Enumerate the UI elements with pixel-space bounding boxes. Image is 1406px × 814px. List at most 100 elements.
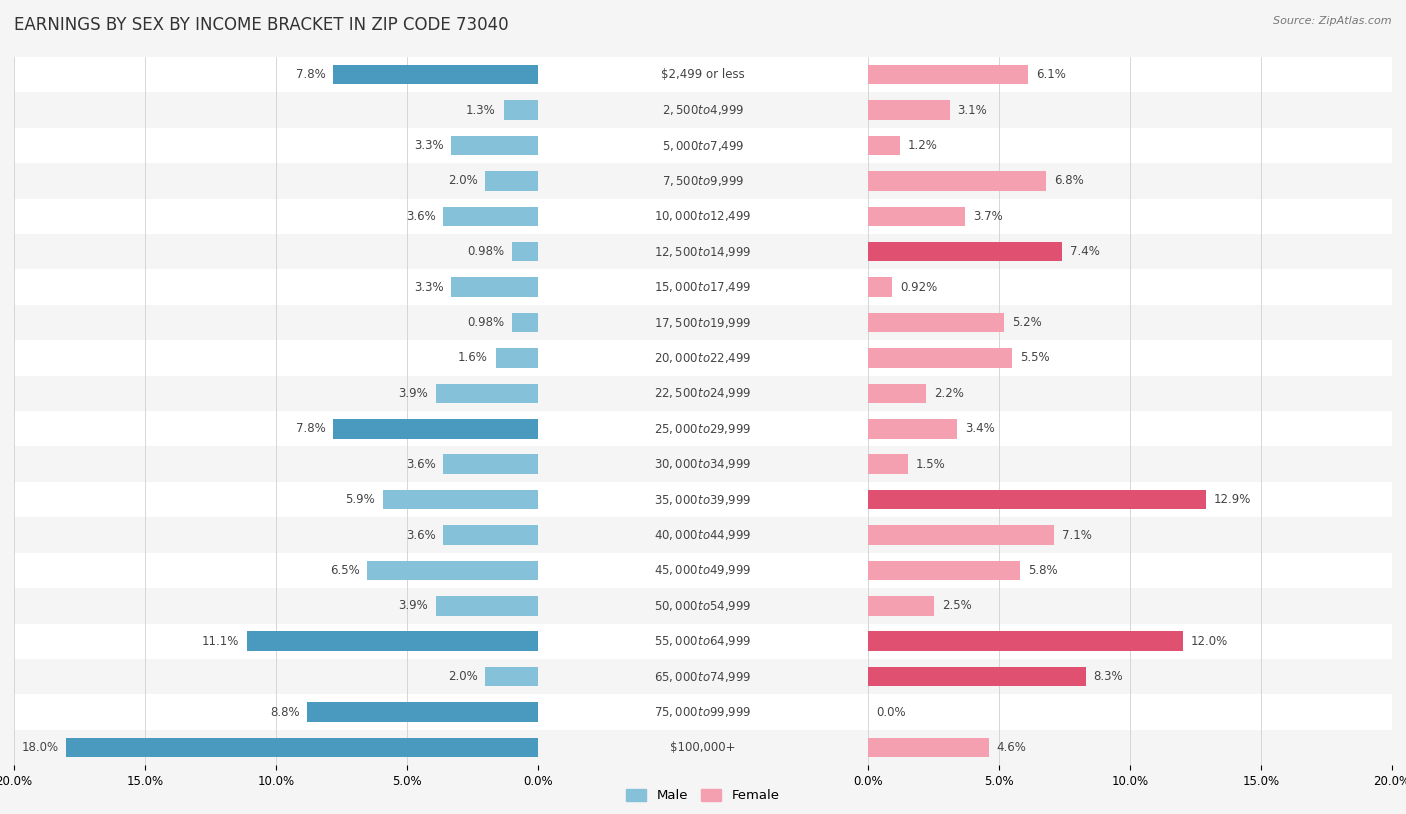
Bar [869, 348, 1012, 368]
Bar [14, 340, 537, 375]
Text: 3.9%: 3.9% [398, 387, 427, 400]
Text: 18.0%: 18.0% [21, 741, 59, 754]
Text: 2.2%: 2.2% [934, 387, 963, 400]
Text: 3.3%: 3.3% [413, 281, 443, 294]
Bar [869, 553, 1392, 588]
Bar [66, 737, 537, 757]
Bar [537, 340, 869, 375]
Text: 3.6%: 3.6% [406, 210, 436, 223]
Bar [14, 411, 537, 446]
Text: $45,000 to $49,999: $45,000 to $49,999 [654, 563, 752, 577]
Text: $10,000 to $12,499: $10,000 to $12,499 [654, 209, 752, 223]
Bar [451, 136, 537, 155]
Bar [537, 624, 869, 659]
Bar [869, 737, 988, 757]
Text: 1.6%: 1.6% [458, 352, 488, 365]
Bar [869, 278, 893, 297]
Bar [869, 92, 1392, 128]
Bar [869, 128, 1392, 163]
Bar [869, 490, 1206, 510]
Text: 6.8%: 6.8% [1054, 174, 1084, 187]
Text: $75,000 to $99,999: $75,000 to $99,999 [654, 705, 752, 719]
Text: 0.98%: 0.98% [467, 316, 505, 329]
Text: 7.8%: 7.8% [295, 68, 326, 81]
Text: 3.6%: 3.6% [406, 528, 436, 541]
Bar [14, 163, 537, 199]
Text: 2.5%: 2.5% [942, 599, 972, 612]
Text: 8.3%: 8.3% [1094, 670, 1123, 683]
Bar [869, 242, 1062, 261]
Text: $17,500 to $19,999: $17,500 to $19,999 [654, 316, 752, 330]
Text: $12,500 to $14,999: $12,500 to $14,999 [654, 245, 752, 259]
Text: 5.2%: 5.2% [1012, 316, 1042, 329]
Bar [512, 313, 537, 332]
Bar [14, 446, 537, 482]
Bar [869, 234, 1392, 269]
Bar [14, 92, 537, 128]
Bar [14, 375, 537, 411]
Bar [443, 525, 537, 545]
Bar [869, 482, 1392, 518]
Bar [537, 199, 869, 234]
Text: 3.7%: 3.7% [973, 210, 1002, 223]
Bar [869, 632, 1182, 651]
Bar [869, 136, 900, 155]
Bar [14, 482, 537, 518]
Bar [14, 659, 537, 694]
Bar [869, 411, 1392, 446]
Text: 7.4%: 7.4% [1070, 245, 1099, 258]
Text: 12.9%: 12.9% [1213, 493, 1251, 506]
Text: 2.0%: 2.0% [447, 670, 478, 683]
Bar [512, 242, 537, 261]
Bar [436, 596, 537, 615]
Text: 7.8%: 7.8% [295, 422, 326, 435]
Text: $22,500 to $24,999: $22,500 to $24,999 [654, 387, 752, 400]
Text: $35,000 to $39,999: $35,000 to $39,999 [654, 492, 752, 506]
Bar [869, 659, 1392, 694]
Bar [443, 454, 537, 474]
Bar [537, 446, 869, 482]
Bar [869, 446, 1392, 482]
Bar [14, 128, 537, 163]
Bar [537, 694, 869, 730]
Text: 0.0%: 0.0% [876, 706, 905, 719]
Bar [333, 65, 537, 85]
Text: 6.5%: 6.5% [330, 564, 360, 577]
Bar [436, 383, 537, 403]
Text: $15,000 to $17,499: $15,000 to $17,499 [654, 280, 752, 294]
Bar [537, 92, 869, 128]
Bar [537, 588, 869, 624]
Text: 3.1%: 3.1% [957, 103, 987, 116]
Text: 5.5%: 5.5% [1021, 352, 1050, 365]
Text: 11.1%: 11.1% [202, 635, 239, 648]
Bar [485, 171, 537, 190]
Text: 3.3%: 3.3% [413, 139, 443, 152]
Bar [869, 624, 1392, 659]
Text: $20,000 to $22,499: $20,000 to $22,499 [654, 351, 752, 365]
Bar [14, 518, 537, 553]
Text: 12.0%: 12.0% [1191, 635, 1227, 648]
Bar [869, 588, 1392, 624]
Text: $2,500 to $4,999: $2,500 to $4,999 [662, 103, 744, 117]
Bar [869, 730, 1392, 765]
Text: Source: ZipAtlas.com: Source: ZipAtlas.com [1274, 16, 1392, 26]
Bar [869, 454, 908, 474]
Text: $40,000 to $44,999: $40,000 to $44,999 [654, 528, 752, 542]
Bar [451, 278, 537, 297]
Bar [537, 411, 869, 446]
Bar [14, 304, 537, 340]
Bar [869, 525, 1054, 545]
Text: 5.9%: 5.9% [346, 493, 375, 506]
Text: 5.8%: 5.8% [1028, 564, 1057, 577]
Bar [333, 419, 537, 439]
Text: 6.1%: 6.1% [1036, 68, 1066, 81]
Text: 2.0%: 2.0% [447, 174, 478, 187]
Bar [537, 163, 869, 199]
Bar [537, 482, 869, 518]
Text: 0.92%: 0.92% [900, 281, 938, 294]
Bar [384, 490, 537, 510]
Bar [869, 383, 927, 403]
Bar [14, 694, 537, 730]
Legend: Male, Female: Male, Female [621, 783, 785, 807]
Bar [14, 624, 537, 659]
